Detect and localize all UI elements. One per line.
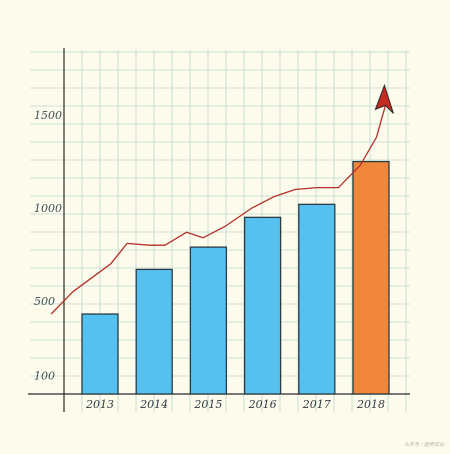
trend-arrow-head — [374, 83, 394, 114]
trend-line-tail — [375, 105, 387, 138]
bar — [81, 313, 119, 395]
x-tick-label: 2016 — [248, 398, 277, 411]
bar — [243, 216, 282, 395]
bar — [135, 268, 173, 395]
x-tick-label: 2015 — [193, 398, 222, 411]
bar — [352, 160, 390, 395]
bar — [189, 246, 228, 395]
y-tick-label: 1500 — [34, 109, 62, 122]
x-tick-label: 2017 — [302, 398, 331, 411]
y-tick-label: 500 — [34, 295, 55, 308]
x-tick-label: 2014 — [139, 398, 168, 411]
watermark: 头条号 / 趋势成站 — [404, 441, 445, 448]
y-tick-label: 100 — [34, 369, 55, 382]
trend-line — [50, 137, 377, 315]
bar — [298, 203, 336, 395]
x-tick-label: 2018 — [356, 398, 385, 411]
y-tick-label: 1000 — [34, 202, 62, 215]
x-tick-label: 2013 — [85, 398, 114, 411]
